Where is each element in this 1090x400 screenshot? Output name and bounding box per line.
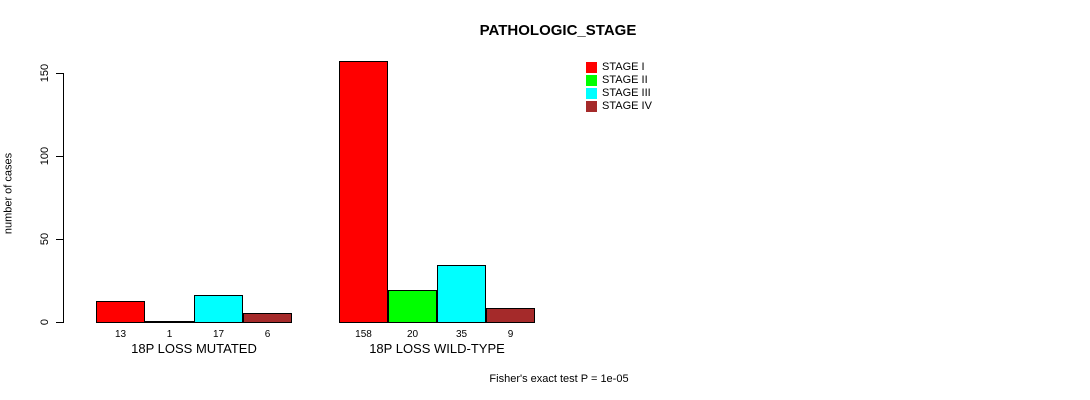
y-axis-tick	[56, 322, 63, 323]
bar-18p-loss-wild-type-stage-iii	[437, 265, 486, 323]
legend-swatch-stage-iv	[586, 101, 597, 112]
legend-label: STAGE III	[602, 87, 651, 99]
legend-item-stage-iv: STAGE IV	[586, 100, 652, 113]
group-label-18p-loss-wild-type: 18P LOSS WILD-TYPE	[369, 341, 505, 356]
chart-title: PATHOLOGIC_STAGE	[479, 22, 637, 39]
bar-value-label: 9	[507, 329, 514, 340]
legend-label: STAGE I	[602, 61, 645, 73]
bar-value-label: 20	[406, 329, 419, 340]
group-label-18p-loss-mutated: 18P LOSS MUTATED	[131, 341, 257, 356]
legend-label: STAGE IV	[602, 100, 652, 112]
legend-item-stage-i: STAGE I	[586, 61, 652, 74]
y-axis-line	[63, 73, 64, 323]
bar-18p-loss-mutated-stage-iv	[243, 313, 292, 323]
fisher-test-annotation: Fisher's exact test P = 1e-05	[489, 373, 629, 385]
bar-value-label: 158	[355, 329, 372, 340]
legend-swatch-stage-iii	[586, 88, 597, 99]
y-axis-label: number of cases	[2, 152, 15, 235]
bar-value-label: 35	[455, 329, 468, 340]
y-axis-tick-label: 150	[39, 63, 51, 83]
legend-item-stage-iii: STAGE III	[586, 87, 652, 100]
y-axis-tick	[56, 239, 63, 240]
legend-label: STAGE II	[602, 74, 648, 86]
legend: STAGE I STAGE II STAGE III STAGE IV	[586, 61, 652, 113]
y-axis-tick-label: 50	[39, 232, 51, 246]
legend-swatch-stage-ii	[586, 75, 597, 86]
y-axis-tick-label: 100	[39, 146, 51, 166]
bar-value-label: 6	[264, 329, 271, 340]
bar-18p-loss-wild-type-stage-ii	[388, 290, 437, 323]
bar-18p-loss-wild-type-stage-i	[339, 61, 388, 323]
bar-value-label: 13	[114, 329, 127, 340]
bar-18p-loss-mutated-stage-iii	[194, 295, 243, 323]
y-axis-tick-label: 0	[39, 318, 51, 326]
bar-value-label: 17	[212, 329, 225, 340]
bar-18p-loss-mutated-stage-ii	[145, 321, 194, 323]
y-axis-tick	[56, 156, 63, 157]
legend-swatch-stage-i	[586, 62, 597, 73]
bar-value-label: 1	[166, 329, 173, 340]
y-axis-tick	[56, 73, 63, 74]
bar-18p-loss-mutated-stage-i	[96, 301, 145, 323]
bar-18p-loss-wild-type-stage-iv	[486, 308, 535, 323]
legend-item-stage-ii: STAGE II	[586, 74, 652, 87]
